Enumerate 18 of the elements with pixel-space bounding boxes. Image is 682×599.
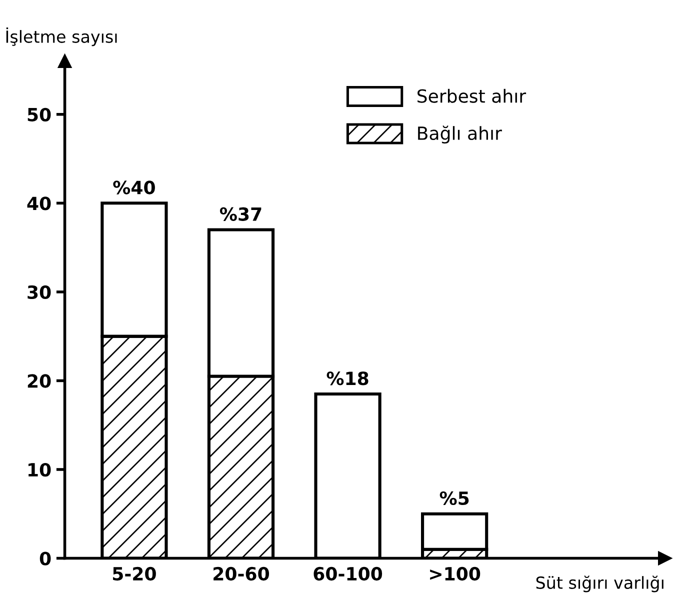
total-label: %5 bbox=[440, 491, 469, 506]
y-tick-label: 10 bbox=[28, 462, 51, 477]
y-tick-label: 50 bbox=[28, 108, 51, 122]
y-axis-title: İşletme sayısı bbox=[6, 28, 117, 46]
y-tick-label: 20 bbox=[28, 374, 51, 388]
legend-label: Bağlı ahır bbox=[418, 126, 502, 144]
x-tick-label: 5-20 bbox=[113, 566, 156, 581]
total-label: %18 bbox=[326, 372, 368, 386]
legend-label: Serbest ahır bbox=[418, 88, 526, 103]
y-tick-label: 40 bbox=[27, 196, 51, 210]
x-tick-label: >100 bbox=[430, 566, 480, 581]
total-label: %40 bbox=[113, 180, 155, 194]
x-axis-title: Süt sığırı varlığı bbox=[536, 576, 664, 592]
x-tick-label: 20-60 bbox=[214, 566, 270, 581]
total-label: %37 bbox=[220, 207, 262, 221]
y-tick-label: 30 bbox=[28, 285, 51, 300]
y-tick-label: 0 bbox=[40, 552, 51, 566]
x-tick-label: 60-100 bbox=[314, 566, 382, 581]
